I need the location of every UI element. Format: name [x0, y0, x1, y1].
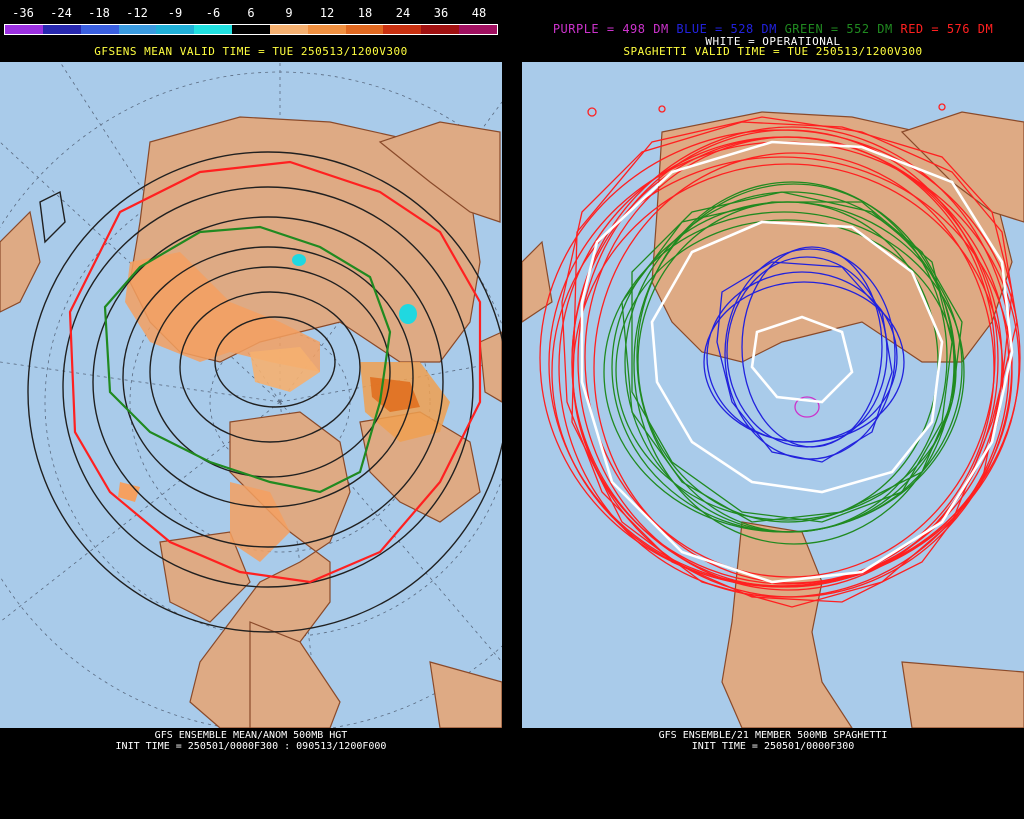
- green-member-contours: [603, 181, 965, 545]
- colorbar-label: -6: [205, 6, 221, 20]
- colorbar-label: 48: [471, 6, 487, 20]
- mean-valid-time: GFSENS MEAN VALID TIME = TUE 250513/1200…: [94, 45, 408, 58]
- operational-contours: [580, 140, 1014, 584]
- colorbar-swatch: [194, 25, 233, 34]
- colorbar-swatch: [118, 25, 157, 34]
- colorbar-labels: -36 -24 -18 -12 -9 -6 6 9 12 18 24 36 48: [4, 4, 498, 20]
- colorbar-swatch: [156, 25, 195, 34]
- colorbar-swatches: [4, 24, 498, 35]
- spaghetti-panel: PURPLE = 498 DM BLUE = 528 DM GREEN = 55…: [522, 0, 1024, 819]
- colorbar-swatch: [232, 25, 270, 34]
- legend-blue: BLUE = 528 DM: [676, 22, 777, 36]
- legend-green: GREEN = 552 DM: [784, 22, 893, 36]
- spaghetti-legend: PURPLE = 498 DM BLUE = 528 DM GREEN = 55…: [522, 22, 1024, 36]
- mean-footer-title: GFS ENSEMBLE MEAN/ANOM 500MB HGT: [154, 730, 348, 741]
- ensemble-mean-panel: -36 -24 -18 -12 -9 -6 6 9 12 18 24 36 48 GFSENS MEAN…: [0, 0, 502, 819]
- legend-red: RED = 576 DM: [900, 22, 994, 36]
- colorbar-label: 36: [433, 6, 449, 20]
- red-member-contours: [539, 103, 1021, 608]
- colorbar-label: 6: [247, 6, 255, 20]
- spaghetti-map: [522, 62, 1024, 728]
- ensemble-mean-map: [0, 62, 502, 728]
- key-contours: [68, 160, 482, 584]
- landmasses: [0, 116, 502, 728]
- spaghetti-map-svg: [522, 62, 1024, 728]
- mean-map-svg: [0, 62, 502, 728]
- spaghetti-valid-time: SPAGHETTI VALID TIME = TUE 250513/1200V3…: [623, 45, 923, 58]
- colorbar-swatch: [459, 25, 497, 34]
- colorbar-swatch: [307, 25, 346, 34]
- colorbar-label: 18: [357, 6, 373, 20]
- anomaly-colorbar: -36 -24 -18 -12 -9 -6 6 9 12 18 24 36 48: [4, 4, 498, 35]
- colorbar-label: -18: [88, 6, 110, 20]
- colorbar-label: -9: [167, 6, 183, 20]
- purple-member-contours: [794, 396, 820, 418]
- anomaly-shading: [118, 252, 450, 562]
- spaghetti-footer-init: INIT TIME = 250501/0000F300: [691, 741, 855, 752]
- legend-white: WHITE = OPERATIONAL: [705, 35, 841, 48]
- colorbar-swatch: [269, 25, 308, 34]
- colorbar-swatch: [421, 25, 460, 34]
- colorbar-swatch: [5, 25, 43, 34]
- height-contours: [27, 151, 502, 633]
- colorbar-swatch: [42, 25, 81, 34]
- colorbar-label: 9: [285, 6, 293, 20]
- colorbar-label: -24: [50, 6, 72, 20]
- panel-divider: [502, 0, 522, 819]
- colorbar-label: -36: [12, 6, 34, 20]
- colorbar-label: 12: [319, 6, 335, 20]
- spaghetti-footer-title: GFS ENSEMBLE/21 MEMBER 500MB SPAGHETTI: [658, 730, 888, 741]
- legend-purple: PURPLE = 498 DM: [552, 22, 669, 36]
- mean-footer-init: INIT TIME = 250501/0000F300 : 090513/120…: [115, 741, 387, 752]
- colorbar-label: 24: [395, 6, 411, 20]
- spaghetti-contours: [539, 103, 1021, 608]
- colorbar-swatch: [345, 25, 384, 34]
- colorbar-label: -12: [126, 6, 148, 20]
- colorbar-swatch: [80, 25, 119, 34]
- blue-member-contours: [703, 246, 905, 463]
- colorbar-swatch: [383, 25, 422, 34]
